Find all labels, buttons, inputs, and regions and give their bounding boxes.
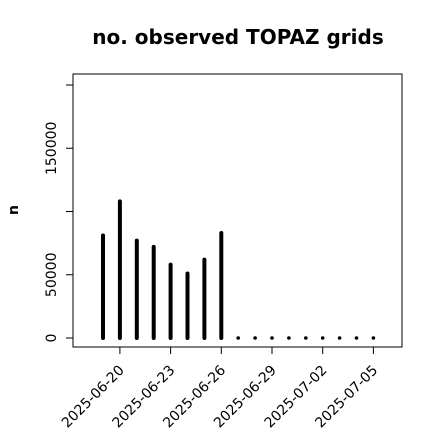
bar-zero-point: [253, 336, 257, 340]
chart-title: no. observed TOPAZ grids: [92, 25, 383, 49]
y-axis: 0 50000 150000: [44, 78, 74, 343]
bar-zero-point: [270, 336, 274, 340]
bar-zero-point: [320, 336, 325, 340]
x-axis: 2025-06-202025-06-232025-06-262025-06-29…: [59, 346, 381, 431]
bar-zero-point: [354, 336, 359, 340]
y-tick-label: 0: [44, 334, 60, 343]
bars: [101, 199, 376, 340]
bar-zero-point: [304, 336, 308, 340]
bar-zero-point: [337, 336, 342, 340]
y-tick-label: 50000: [44, 253, 60, 298]
bar-zero-point: [371, 336, 376, 340]
plot-frame: [72, 73, 403, 348]
y-tick-label: 150000: [44, 122, 60, 175]
y-axis-label: n: [6, 205, 22, 215]
bar-zero-point: [236, 336, 240, 340]
bar-zero-point: [287, 336, 291, 340]
